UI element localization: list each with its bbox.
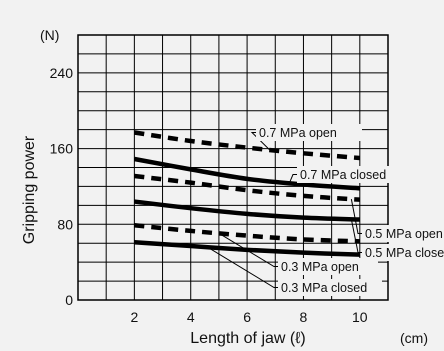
x-tick-label: 6 [243, 309, 251, 325]
callout-leader-0-5-mpa-closed [350, 219, 362, 253]
callout-leader-0-7-mpa-open [250, 132, 270, 151]
x-tick-label: 10 [352, 309, 368, 325]
y-unit-label: (N) [40, 27, 59, 43]
series-line-0-7-mpa-open [134, 130, 361, 161]
series-label-0-7-mpa-open: 0.7 MPa open [259, 126, 337, 140]
callout-box-0-5-mpa-closed [362, 244, 444, 261]
callout-leader-0-7-mpa-closed [288, 174, 297, 184]
y-tick-label: 0 [65, 292, 73, 308]
series-line-0-5-mpa-open [134, 173, 360, 202]
annotations: 0.7 MPa open 0.7 MPa closed 0.5 MPa open 0.… [207, 124, 444, 296]
y-tick-label: 240 [50, 65, 74, 81]
y-axis-title: Gripping power [21, 135, 38, 244]
series-line-0-7-mpa-closed [133, 156, 360, 191]
y-tick-label: 80 [57, 216, 73, 232]
tick-labels: 2 4 6 8 10 0 80 160 240 [50, 65, 368, 325]
x-axis-title: Length of jaw (ℓ) [190, 330, 305, 347]
x-tick-label: 8 [300, 309, 308, 325]
series-line-0-3-mpa-open [134, 222, 360, 244]
callout-box-0-7-mpa-open [256, 124, 362, 141]
callout-leader-0-3-mpa-closed [207, 246, 278, 288]
callout-box-0-3-mpa-closed [278, 279, 382, 296]
series-label-0-7-mpa-closed: 0.7 MPa closed [300, 168, 386, 182]
callout-box-0-7-mpa-closed [297, 166, 401, 183]
x-unit-label: (cm) [400, 330, 428, 346]
y-tick-label: 160 [50, 141, 74, 157]
x-tick-label: 4 [187, 309, 195, 325]
callout-box-0-5-mpa-open [362, 225, 444, 242]
series-lines [133, 130, 361, 257]
series-label-0-5-mpa-open: 0.5 MPa open [365, 227, 443, 241]
series-label-0-3-mpa-closed: 0.3 MPa closed [281, 281, 367, 295]
series-line-0-5-mpa-closed [134, 199, 360, 222]
callout-box-0-3-mpa-open [278, 258, 378, 275]
series-label-0-3-mpa-open: 0.3 MPa open [281, 260, 359, 274]
series-label-0-5-mpa-closed: 0.5 MPa closed [365, 246, 444, 260]
x-tick-label: 2 [130, 309, 138, 325]
callout-leader-0-5-mpa-open [350, 199, 362, 234]
callout-leader-0-3-mpa-open [218, 232, 278, 267]
